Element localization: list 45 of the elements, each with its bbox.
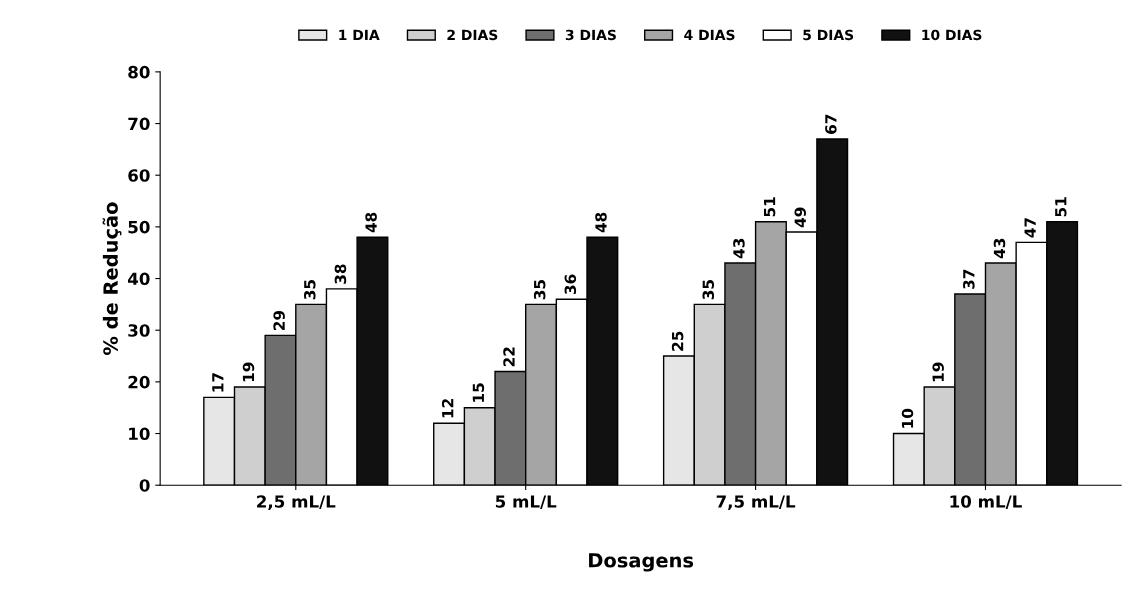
x-axis-title: Dosagens [589,553,694,572]
data-label: 15 [472,383,485,402]
x-tick-label: 10 mL/L [950,495,1022,510]
data-label: 35 [533,280,546,300]
data-label: 35 [304,280,316,300]
data-label: 51 [763,197,776,217]
y-tick-label: 40 [128,272,150,286]
data-label: 25 [671,331,684,351]
legend-label: 4 DIAS [684,29,735,41]
data-label: 17 [212,373,224,392]
data-label: 19 [932,362,944,382]
y-tick-label: 50 [128,220,150,234]
legend-label: 1 DIA [339,29,380,40]
data-label: 48 [595,212,607,233]
data-label: 29 [273,310,285,330]
data-label: 47 [1024,218,1036,238]
data-label: 43 [993,238,1006,259]
x-tick-label: 7,5 mL/L [716,495,796,510]
y-tick-label: 20 [128,375,150,389]
legend-label: 3 DIAS [565,29,616,41]
data-label: 12 [441,399,454,418]
data-label: 19 [242,362,255,382]
data-label: 10 [901,408,914,428]
data-label: 37 [963,269,975,289]
data-label: 43 [733,238,745,259]
legend-label: 10 DIAS [922,29,982,41]
data-label: 35 [702,280,715,300]
data-label: 51 [1055,197,1067,217]
data-label: 67 [825,114,837,134]
y-tick-label: 0 [139,479,150,492]
data-label: 38 [334,264,347,284]
data-label: 22 [503,347,515,367]
x-tick-label: 5 mL/L [495,495,557,510]
y-axis-title: % de Redução [102,202,122,355]
legend-label: 2 DIAS [447,29,498,41]
data-label: 48 [365,212,377,233]
data-label: 36 [564,274,577,295]
y-tick-label: 30 [128,324,150,337]
legend-label: 5 DIAS [803,29,854,41]
y-tick-label: 70 [128,117,150,131]
y-tick-label: 80 [128,65,150,79]
y-tick-label: 10 [129,427,150,441]
x-tick-label: 2,5 mL/L [257,495,336,510]
y-tick-label: 60 [128,169,150,182]
data-label: 49 [794,207,806,228]
